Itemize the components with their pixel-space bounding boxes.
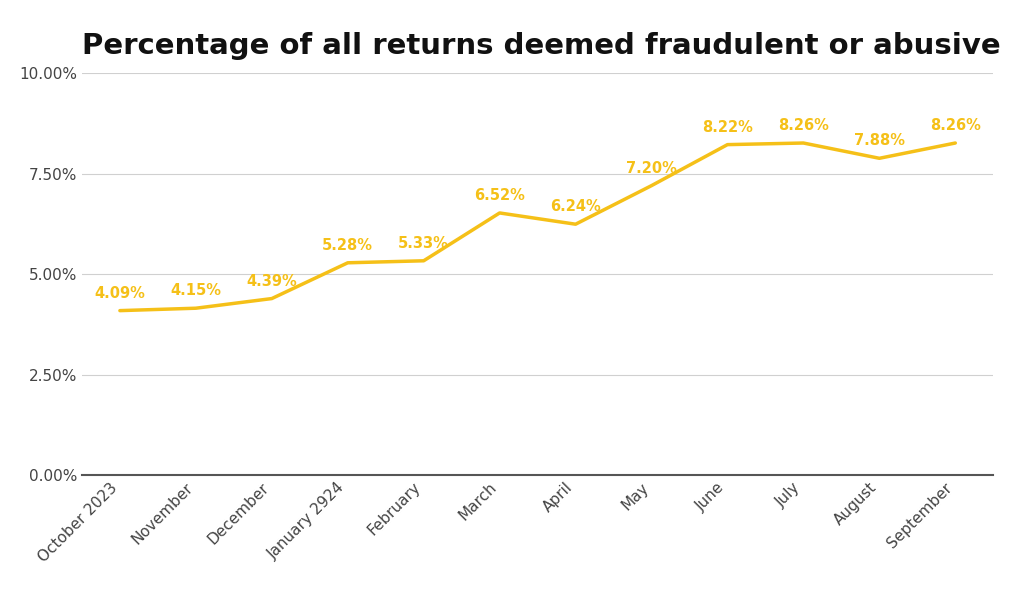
Text: 7.88%: 7.88%: [854, 133, 905, 148]
Text: 7.20%: 7.20%: [626, 161, 677, 175]
Text: 8.26%: 8.26%: [778, 118, 828, 133]
Text: 8.22%: 8.22%: [702, 119, 753, 135]
Text: 6.52%: 6.52%: [474, 188, 525, 203]
Text: 4.39%: 4.39%: [247, 273, 297, 289]
Text: 4.09%: 4.09%: [94, 286, 145, 301]
Text: 6.24%: 6.24%: [550, 199, 601, 214]
Text: 5.33%: 5.33%: [398, 236, 450, 251]
Text: 8.26%: 8.26%: [930, 118, 981, 133]
Text: 4.15%: 4.15%: [170, 283, 221, 298]
Text: 5.28%: 5.28%: [323, 238, 373, 253]
Text: Percentage of all returns deemed fraudulent or abusive: Percentage of all returns deemed fraudul…: [82, 32, 1000, 60]
